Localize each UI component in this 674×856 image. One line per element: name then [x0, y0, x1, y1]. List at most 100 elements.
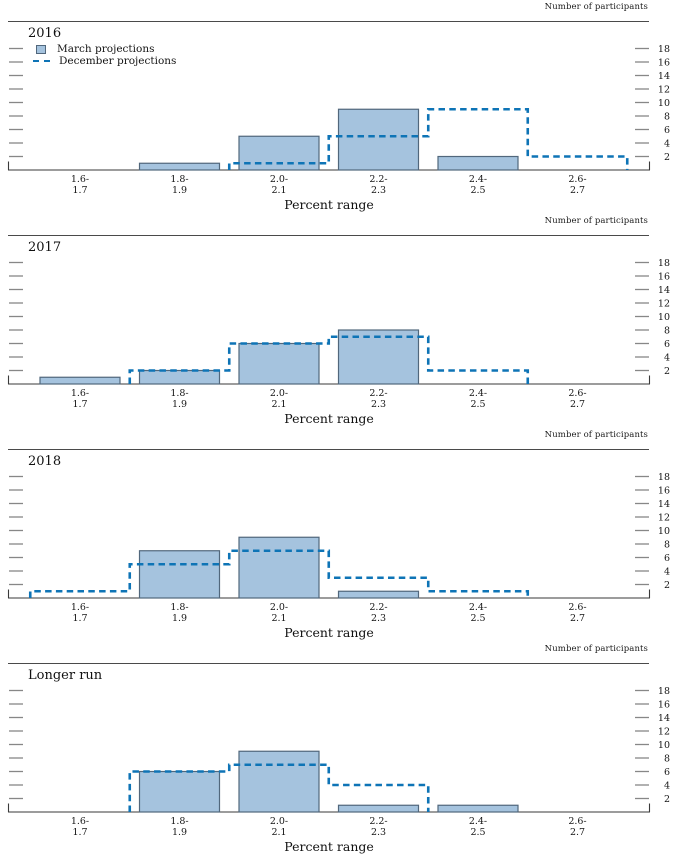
x-category-label: 2.4-2.5 — [469, 602, 487, 624]
march-bar — [437, 155, 519, 171]
march-bar — [39, 376, 121, 385]
x-category-label: 2.4-2.5 — [469, 816, 487, 838]
march-bar — [337, 108, 420, 171]
plot-2017: 2 4 6 8 10 12 14 16 18 1.6-1.7 1.8-1.9 2.0-2.1 2.2-2… — [7, 258, 670, 410]
december-projection-line — [128, 335, 530, 384]
y-tick-label: 8 — [664, 539, 670, 550]
march-bar — [437, 804, 519, 813]
y-tick-label: 12 — [658, 726, 670, 737]
y-tick-label: 4 — [664, 352, 670, 363]
march-bar — [238, 342, 320, 385]
y-tick-label: 14 — [658, 71, 670, 82]
x-category-label: 1.6-1.7 — [71, 816, 89, 838]
plot-2018: 2 4 6 8 10 12 14 16 18 1.6-1.7 1.8-1.9 2.0-2.1 2.2-2… — [7, 472, 670, 624]
y-tick-label: 6 — [664, 553, 670, 564]
y-tick-label: 4 — [664, 780, 670, 791]
x-category-label: 2.4-2.5 — [469, 174, 487, 196]
x-category-label: 2.6-2.7 — [568, 388, 586, 410]
y-tick-label: 14 — [658, 285, 670, 296]
x-category-label: 2.2-2.3 — [369, 174, 387, 196]
x-category-label: 1.8-1.9 — [170, 816, 188, 838]
march-bar — [138, 770, 221, 813]
y-tick-label: 8 — [664, 111, 670, 122]
march-bar — [238, 135, 320, 171]
march-bar — [138, 369, 221, 385]
y-tick-label: 8 — [664, 325, 670, 336]
participants-axis-title: Number of participants — [544, 430, 648, 440]
x-category-label: 1.8-1.9 — [170, 602, 188, 624]
y-tick-label: 18 — [658, 258, 670, 269]
y-tick-label: 12 — [658, 512, 670, 523]
march-bar — [337, 804, 420, 813]
x-category-label: 2.2-2.3 — [369, 816, 387, 838]
march-bar — [138, 162, 221, 171]
panel-2017: Number of participants 2017 2 4 6 8 10 12 14 16… — [0, 214, 674, 428]
legend-row-march: March projections — [33, 43, 176, 55]
march-bar — [337, 329, 420, 385]
march-bar — [238, 750, 320, 813]
march-bar — [138, 550, 221, 599]
panel-top-rule — [8, 449, 649, 450]
december-projection-line — [128, 763, 430, 812]
x-category-label: 2.0-2.1 — [270, 174, 288, 196]
x-category-label: 2.6-2.7 — [568, 174, 586, 196]
y-tick-label: 6 — [664, 125, 670, 136]
march-bar-swatch-icon — [36, 44, 46, 54]
x-axis-title: Percent range — [284, 625, 374, 640]
panel-title: 2016 — [28, 26, 62, 41]
march-bar — [238, 536, 320, 599]
panel-title: Longer run — [28, 668, 103, 683]
legend-march-label: March projections — [57, 43, 155, 55]
panel-title: 2018 — [28, 454, 62, 469]
y-tick-label: 2 — [664, 152, 670, 163]
march-bar — [337, 590, 420, 599]
panel-top-rule — [8, 21, 649, 22]
x-category-label: 2.6-2.7 — [568, 816, 586, 838]
y-tick-label: 18 — [658, 686, 670, 697]
x-category-label: 2.0-2.1 — [270, 388, 288, 410]
december-projection-line — [28, 549, 530, 598]
x-category-label: 1.6-1.7 — [71, 602, 89, 624]
legend-row-december: December projections — [33, 55, 176, 67]
y-tick-label: 16 — [658, 57, 670, 68]
y-tick-label: 2 — [664, 580, 670, 591]
y-tick-label: 6 — [664, 767, 670, 778]
y-tick-label: 14 — [658, 499, 670, 510]
panel-title: 2017 — [28, 240, 62, 255]
y-tick-label: 4 — [664, 566, 670, 577]
panel-2016: Number of participants 2016 March projec… — [0, 0, 674, 214]
y-tick-label: 16 — [658, 699, 670, 710]
x-category-label: 2.6-2.7 — [568, 602, 586, 624]
y-tick-label: 16 — [658, 485, 670, 496]
x-category-label: 2.4-2.5 — [469, 388, 487, 410]
y-tick-label: 2 — [664, 794, 670, 805]
y-tick-label: 4 — [664, 138, 670, 149]
legend-december-label: December projections — [59, 55, 177, 67]
y-tick-label: 18 — [658, 472, 670, 483]
x-category-label: 2.2-2.3 — [369, 602, 387, 624]
y-tick-label: 10 — [658, 740, 670, 751]
x-axis-title: Percent range — [284, 411, 374, 426]
y-tick-label: 18 — [658, 44, 670, 55]
x-axis-title: Percent range — [284, 197, 374, 212]
panel-top-rule — [8, 235, 649, 236]
plot-2016: 2 4 6 8 10 12 14 16 18 1.6-1.7 1.8-1.9 2.0-2.1 2.2-2… — [7, 44, 670, 196]
x-category-label: 1.6-1.7 — [71, 174, 89, 196]
panel-top-rule — [8, 663, 649, 664]
x-axis-title: Percent range — [284, 839, 374, 854]
y-tick-label: 14 — [658, 713, 670, 724]
plot-longer-run: 2 4 6 8 10 12 14 16 18 1.6-1.7 1.8-1.9 2.0-2.1 2.2-2… — [7, 686, 670, 838]
panel-2018: Number of participants 2018 2 4 6 8 10 12 14 16… — [0, 428, 674, 642]
participants-axis-title: Number of participants — [544, 2, 648, 12]
participants-axis-title: Number of participants — [544, 216, 648, 226]
y-tick-label: 10 — [658, 312, 670, 323]
y-tick-label: 8 — [664, 753, 670, 764]
december-projection-line — [227, 107, 629, 170]
y-tick-label: 10 — [658, 526, 670, 537]
x-category-label: 1.8-1.9 — [170, 388, 188, 410]
y-tick-label: 16 — [658, 271, 670, 282]
panel-longer-run: Number of participants Longer run 2 4 6 8 10… — [0, 642, 674, 856]
participants-axis-title: Number of participants — [544, 644, 648, 654]
y-tick-label: 12 — [658, 298, 670, 309]
legend: March projections December projections — [33, 43, 176, 67]
